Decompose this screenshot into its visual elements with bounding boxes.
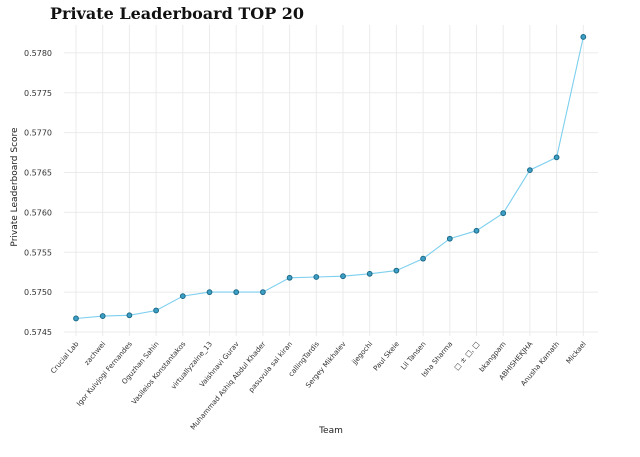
y-axis-label: Private Leaderboard Score xyxy=(10,127,20,247)
x-tick-label: Vasileios Konstantakos xyxy=(130,340,187,406)
x-tick-label: □ ± □, □ xyxy=(453,340,481,372)
data-point xyxy=(73,315,79,322)
x-tick-label: Crucial Lab xyxy=(49,340,81,376)
data-point xyxy=(393,267,400,274)
data-point xyxy=(420,255,427,262)
data-point xyxy=(527,167,533,174)
y-tick-label: 0.5765 xyxy=(24,169,52,178)
data-point xyxy=(473,227,480,234)
y-tick-label: 0.5755 xyxy=(24,248,52,257)
chart-title: Private Leaderboard TOP 20 xyxy=(50,4,304,23)
data-point xyxy=(179,293,186,300)
data-point xyxy=(286,274,293,281)
y-tick-label: 0.5770 xyxy=(24,129,52,138)
data-point xyxy=(313,274,320,280)
data-point xyxy=(233,289,240,296)
data-point xyxy=(99,313,106,319)
data-point xyxy=(206,289,213,296)
y-tick-label: 0.5775 xyxy=(24,89,52,98)
y-tick-label: 0.5745 xyxy=(24,328,52,337)
y-tick-label: 0.5750 xyxy=(24,288,52,297)
series-line xyxy=(75,36,584,320)
x-tick-label: Paul Skeie xyxy=(372,340,401,372)
data-point xyxy=(340,273,346,280)
data-point xyxy=(553,154,560,161)
data-point xyxy=(500,210,507,217)
grid-lines xyxy=(64,25,598,336)
x-tick-label: jjegochi xyxy=(350,340,374,367)
x-axis-label: Team xyxy=(318,426,343,436)
data-point xyxy=(260,289,266,296)
data-point xyxy=(126,312,133,319)
x-tick-label: Mickael xyxy=(565,340,588,365)
y-tick-label: 0.5760 xyxy=(24,208,52,217)
y-tick-label: 0.5780 xyxy=(24,49,52,58)
data-points xyxy=(73,34,587,322)
data-point xyxy=(580,34,587,40)
x-tick-label: zachwei xyxy=(83,340,107,367)
data-point xyxy=(446,235,453,242)
data-point xyxy=(153,307,160,314)
data-point xyxy=(366,270,373,277)
x-tick-label: Lil Tansen xyxy=(399,340,427,371)
y-axis-ticks: 0.5745 0.5750 0.5755 0.5760 0.5765 0.5770 0.57… xyxy=(24,49,52,337)
